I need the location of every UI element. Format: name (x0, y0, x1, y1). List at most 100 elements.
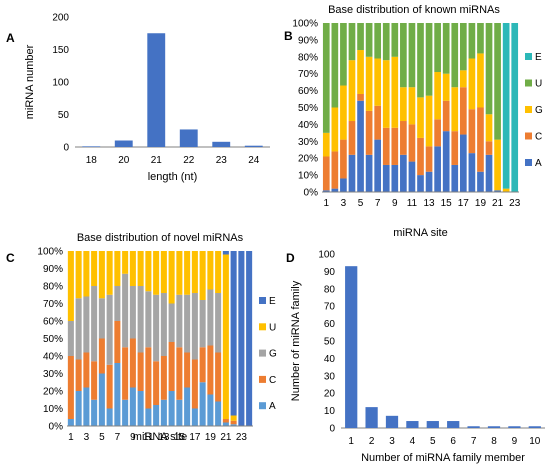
chart-c-bar-e (222, 251, 229, 255)
chart-d-bar (385, 415, 399, 428)
chart-c-x-axis-label: miRNA site (133, 431, 187, 443)
chart-c-bar-e (230, 251, 237, 416)
chart-c-bar-a (91, 399, 98, 426)
chart-c-bar-c (184, 352, 191, 388)
chart-b-y-tick-label: 100% (292, 19, 318, 30)
chart-d-x-tick-label: 10 (529, 436, 541, 447)
chart-c-bar-u (137, 251, 144, 286)
chart-a-y-tick-label: 200 (52, 13, 69, 24)
chart-b-x-tick-label: 7 (375, 198, 381, 209)
chart-c-bar-u (129, 251, 136, 286)
chart-d-y-tick-label: 20 (324, 389, 336, 400)
chart-c-bar-u (191, 251, 198, 293)
chart-c-bar-u (91, 251, 98, 286)
chart-b-bar-a (468, 153, 476, 192)
chart-c-y-tick-label: 10% (43, 404, 63, 415)
chart-c-bar-u (75, 251, 82, 299)
chart-c-bar-c (114, 321, 121, 363)
chart-b-x-tick-label: 21 (492, 198, 504, 209)
chart-c-legend-label-g: G (269, 349, 277, 360)
chart-b-legend-swatch-g (525, 106, 532, 113)
chart-a-x-tick-label: 21 (151, 155, 163, 166)
chart-b-bar-c (477, 107, 484, 172)
chart-c-bar-a (98, 373, 105, 426)
chart-b-bar-g (442, 73, 450, 101)
chart-b-bar-u (459, 23, 467, 71)
chart-b-bar-a (408, 161, 416, 192)
chart-a-y-tick-label: 100 (52, 78, 69, 89)
chart-c-bar-u (207, 251, 214, 290)
chart-c-bar-a (153, 405, 160, 426)
chart-d-x-tick-label: 7 (471, 436, 477, 447)
chart-b-bar-g (400, 87, 407, 122)
chart-c-bar-c (207, 345, 214, 395)
chart-d-y-tick-label: 100 (318, 250, 335, 261)
chart-c-bar-u (160, 251, 167, 293)
chart-b-x-tick-label: 9 (392, 198, 398, 209)
panel-label-c: C (6, 251, 15, 265)
chart-b-bar-g (417, 97, 424, 138)
chart-b-x-tick-label: 15 (441, 198, 453, 209)
chart-b-bar-a (348, 154, 356, 192)
chart-c-bar-g (215, 293, 222, 353)
chart-b-bar-u (468, 23, 476, 59)
chart-c-bar-c (122, 347, 129, 400)
chart-a-length: 0 50 100 150 200 18 20 21 22 23 24 length (nt) miRNA… (24, 13, 270, 183)
chart-d-bar (406, 421, 419, 428)
chart-c-bar-c (98, 338, 105, 374)
chart-c-bar-c (145, 347, 152, 409)
chart-b-bar-u (425, 23, 433, 96)
chart-a-x-axis-label: length (nt) (148, 171, 198, 183)
chart-b-bar-g (451, 87, 459, 132)
chart-b-bar-a (434, 146, 441, 192)
chart-c-bar-c (83, 352, 90, 388)
chart-b-y-tick-label: 30% (298, 137, 318, 148)
chart-c-bar-u (168, 251, 175, 304)
chart-b-bar-g (348, 60, 356, 122)
panel-label-b: B (284, 29, 293, 43)
chart-c-bar-u (222, 254, 229, 419)
chart-c-y-tick-label: 30% (43, 369, 63, 380)
chart-c-bar-a (176, 399, 183, 426)
chart-c-bar-e (246, 251, 253, 426)
chart-b-known-base-distribution: Base distribution of known miRNAs 0% 10% 20… (292, 4, 543, 239)
chart-b-bar-a (331, 188, 339, 192)
chart-b-bar-c (468, 109, 476, 154)
chart-b-bar-c (331, 151, 339, 189)
chart-c-bar-u (176, 251, 183, 295)
chart-b-bar-a (417, 175, 424, 192)
chart-b-bar-a (459, 134, 467, 192)
chart-a-y-axis-label: miRNA number (24, 44, 36, 119)
chart-c-x-tick-label: 15 (174, 432, 186, 443)
chart-c-y-tick-label: 50% (43, 334, 63, 345)
chart-b-bar-a (494, 190, 501, 192)
chart-b-legend-label-g: G (535, 105, 543, 116)
chart-c-bar-c (67, 356, 74, 419)
chart-b-bar-c (425, 146, 433, 172)
chart-b-y-tick-label: 20% (298, 154, 318, 165)
chart-c-bar-g (153, 294, 160, 362)
chart-d-x-tick-label: 4 (410, 436, 416, 447)
chart-b-bar-c (357, 93, 364, 101)
chart-b-bar-g (408, 87, 416, 125)
chart-c-bar-g (207, 289, 214, 346)
chart-d-x-tick-label: 3 (389, 436, 395, 447)
chart-c-bar-a (106, 408, 113, 426)
chart-c-bar-c (106, 364, 113, 409)
chart-c-bar-u (199, 251, 206, 300)
chart-b-bar-a (425, 171, 433, 192)
chart-d-bar (345, 266, 358, 428)
chart-b-bar-u (477, 23, 484, 54)
chart-c-novel-base-distribution: Base distribution of novel miRNAs 0% 10% 20… (37, 232, 277, 443)
chart-b-legend-swatch-e (525, 53, 532, 60)
chart-c-bar-g (160, 293, 167, 356)
chart-d-bar (528, 426, 541, 428)
chart-c-bar-a (222, 422, 229, 426)
chart-b-bar-g (502, 188, 510, 192)
chart-b-bar-g (357, 50, 364, 94)
chart-b-x-tick-label: 1 (324, 198, 330, 209)
chart-a-x-tick-label: 22 (183, 155, 195, 166)
chart-b-bar-u (365, 23, 373, 57)
chart-b-bar-u (382, 23, 390, 61)
